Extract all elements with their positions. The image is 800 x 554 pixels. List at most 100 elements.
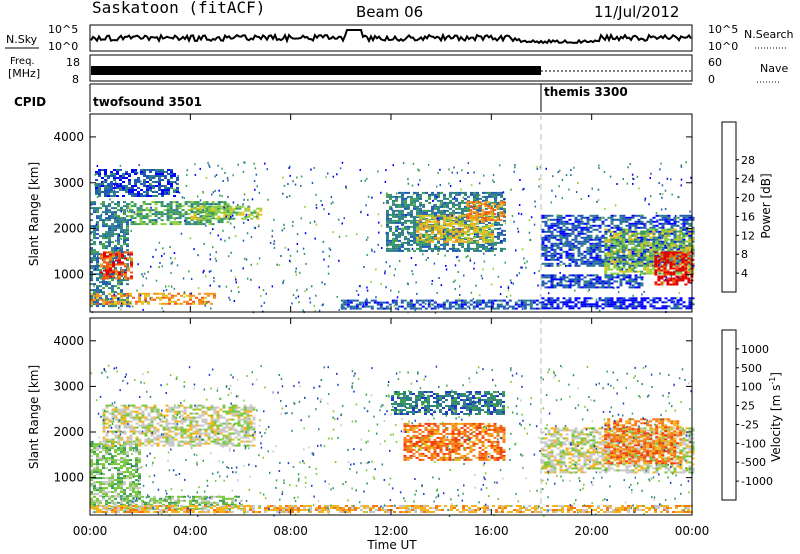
heatmap-cell	[613, 242, 617, 245]
heatmap-cell	[458, 235, 461, 238]
heatmap-cell	[323, 208, 325, 211]
heatmap-cell	[678, 269, 682, 272]
heatmap-cell	[163, 205, 167, 208]
heatmap-cell	[120, 292, 123, 295]
heatmap-cell	[143, 169, 146, 171]
heatmap-cell	[667, 299, 671, 302]
heatmap-cell	[130, 251, 133, 254]
heatmap-cell	[571, 307, 575, 310]
heatmap-cell	[341, 222, 343, 225]
heatmap-cell	[691, 252, 695, 255]
nave-tick-low: 0	[708, 73, 715, 86]
heatmap-cell	[189, 292, 192, 295]
heatmap-cell	[401, 229, 404, 232]
heatmap-cell	[604, 218, 608, 221]
heatmap-cell	[586, 240, 590, 243]
heatmap-cell	[96, 229, 99, 232]
heatmap-cell	[95, 189, 98, 191]
heatmap-cell	[101, 298, 104, 301]
heatmap-cell	[127, 269, 130, 272]
heatmap-cell	[120, 266, 122, 269]
heatmap-cell	[687, 274, 690, 277]
heatmap-cell	[151, 213, 155, 216]
heatmap-cell	[385, 231, 388, 234]
heatmap-cell	[631, 297, 635, 300]
heatmap-cell	[652, 236, 656, 239]
heatmap-cell	[128, 191, 131, 193]
heatmap-cell	[675, 265, 679, 268]
heatmap-cell	[102, 203, 105, 206]
heatmap-cell	[488, 238, 492, 241]
heatmap-cell	[238, 207, 242, 210]
heatmap-cell	[586, 252, 590, 255]
heatmap-cell	[395, 237, 398, 240]
heatmap-cell	[102, 293, 105, 296]
heatmap-cell	[634, 226, 638, 229]
heatmap-cell	[449, 234, 453, 237]
heatmap-cell	[669, 283, 673, 286]
heatmap-cell	[386, 241, 389, 244]
heatmap-cell	[345, 185, 347, 188]
heatmap-cell	[119, 169, 122, 171]
heatmap-cell	[343, 299, 347, 302]
heatmap-cell	[682, 242, 686, 245]
heatmap-cell	[619, 299, 623, 302]
heatmap-cell	[654, 251, 658, 254]
heatmap-cell	[392, 243, 395, 246]
heatmap-cell	[544, 286, 548, 289]
heatmap-cell	[517, 230, 520, 233]
heatmap-cell	[126, 305, 129, 308]
heatmap-cell	[110, 185, 113, 187]
heatmap-cell	[392, 233, 395, 236]
heatmap-cell	[107, 191, 110, 193]
heatmap-cell	[452, 216, 456, 219]
heatmap-cell	[622, 240, 626, 243]
heatmap-cell	[574, 224, 578, 227]
heatmap-cell	[481, 277, 484, 280]
heatmap-cell	[499, 215, 503, 218]
heatmap-cell	[144, 194, 146, 197]
heatmap-cell	[93, 249, 96, 252]
heatmap-cell	[562, 276, 566, 279]
heatmap-cell	[457, 271, 459, 273]
heatmap-cell	[352, 305, 356, 308]
heatmap-cell	[667, 220, 671, 223]
heatmap-cell	[613, 305, 617, 308]
heatmap-cell	[670, 228, 674, 231]
heatmap-cell	[208, 211, 212, 214]
heatmap-cell	[320, 199, 322, 202]
heatmap-cell	[198, 292, 201, 295]
heatmap-cell	[678, 263, 682, 266]
heatmap-cell	[666, 255, 670, 258]
heatmap-cell	[377, 213, 380, 216]
heatmap-cell	[112, 263, 115, 266]
heatmap-cell	[610, 218, 614, 221]
heatmap-cell	[455, 234, 459, 237]
heatmap-cell	[108, 235, 111, 238]
heatmap-cell	[649, 226, 653, 229]
heatmap-cell	[119, 187, 122, 189]
heatmap-cell	[477, 236, 479, 238]
heatmap-cell	[160, 223, 164, 226]
heatmap-cell	[196, 211, 200, 214]
heatmap-cell	[217, 201, 221, 204]
heatmap-cell	[99, 241, 102, 244]
heatmap-cell	[488, 243, 491, 246]
heatmap-cell	[256, 215, 260, 218]
heatmap-cell	[421, 305, 425, 308]
heatmap-cell	[580, 214, 584, 217]
heatmap-cell	[105, 219, 108, 222]
heatmap-cell	[517, 305, 521, 308]
heatmap-cell	[640, 272, 644, 275]
heatmap-cell	[568, 286, 572, 289]
heatmap-cell	[419, 228, 423, 231]
heatmap-cell	[123, 219, 126, 222]
heatmap-cell	[187, 201, 191, 204]
heatmap-cell	[404, 221, 407, 224]
heatmap-cell	[419, 197, 422, 200]
heatmap-cell	[419, 232, 423, 235]
heatmap-cell	[205, 201, 209, 204]
heatmap-cell	[500, 207, 503, 210]
heatmap-cell	[108, 241, 111, 244]
heatmap-cell	[124, 271, 127, 274]
